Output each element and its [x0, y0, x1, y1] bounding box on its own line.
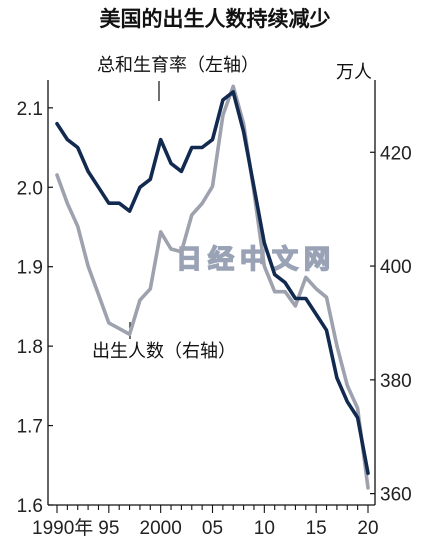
series-label-births: 出生人数（右轴） [92, 341, 236, 362]
chart-title: 美国的出生人数持续减少 [100, 7, 331, 31]
right-tick-label: 380 [380, 371, 412, 392]
series-label-fertility: 总和生育率（左轴） [97, 55, 259, 76]
watermark: 日经中文网 [176, 244, 336, 275]
x-tick-label: 10 [254, 518, 275, 539]
left-tick-label: 1.6 [17, 496, 43, 517]
x-tick-label: 15 [306, 518, 327, 539]
series-layer [55, 84, 370, 490]
series-line-fertility-rate [55, 90, 370, 475]
left-tick-label: 2.1 [17, 99, 43, 120]
series-line-births [55, 84, 370, 490]
left-tick-label: 2.0 [17, 178, 43, 199]
left-tick-label: 1.8 [17, 337, 43, 358]
right-tick-label: 400 [380, 257, 412, 278]
right-tick-label: 360 [380, 485, 412, 506]
x-tick-label: 05 [202, 518, 223, 539]
unit-label-right: 万人 [336, 62, 372, 83]
left-tick-label: 1.9 [17, 258, 43, 279]
x-tick-label: 2000 [140, 518, 182, 539]
x-tick-label: 20 [357, 518, 378, 539]
x-tick-label: 95 [98, 518, 119, 539]
right-tick-label: 420 [380, 143, 412, 164]
x-tick-label: 1990年 [32, 517, 93, 539]
left-tick-label: 1.7 [17, 417, 43, 438]
